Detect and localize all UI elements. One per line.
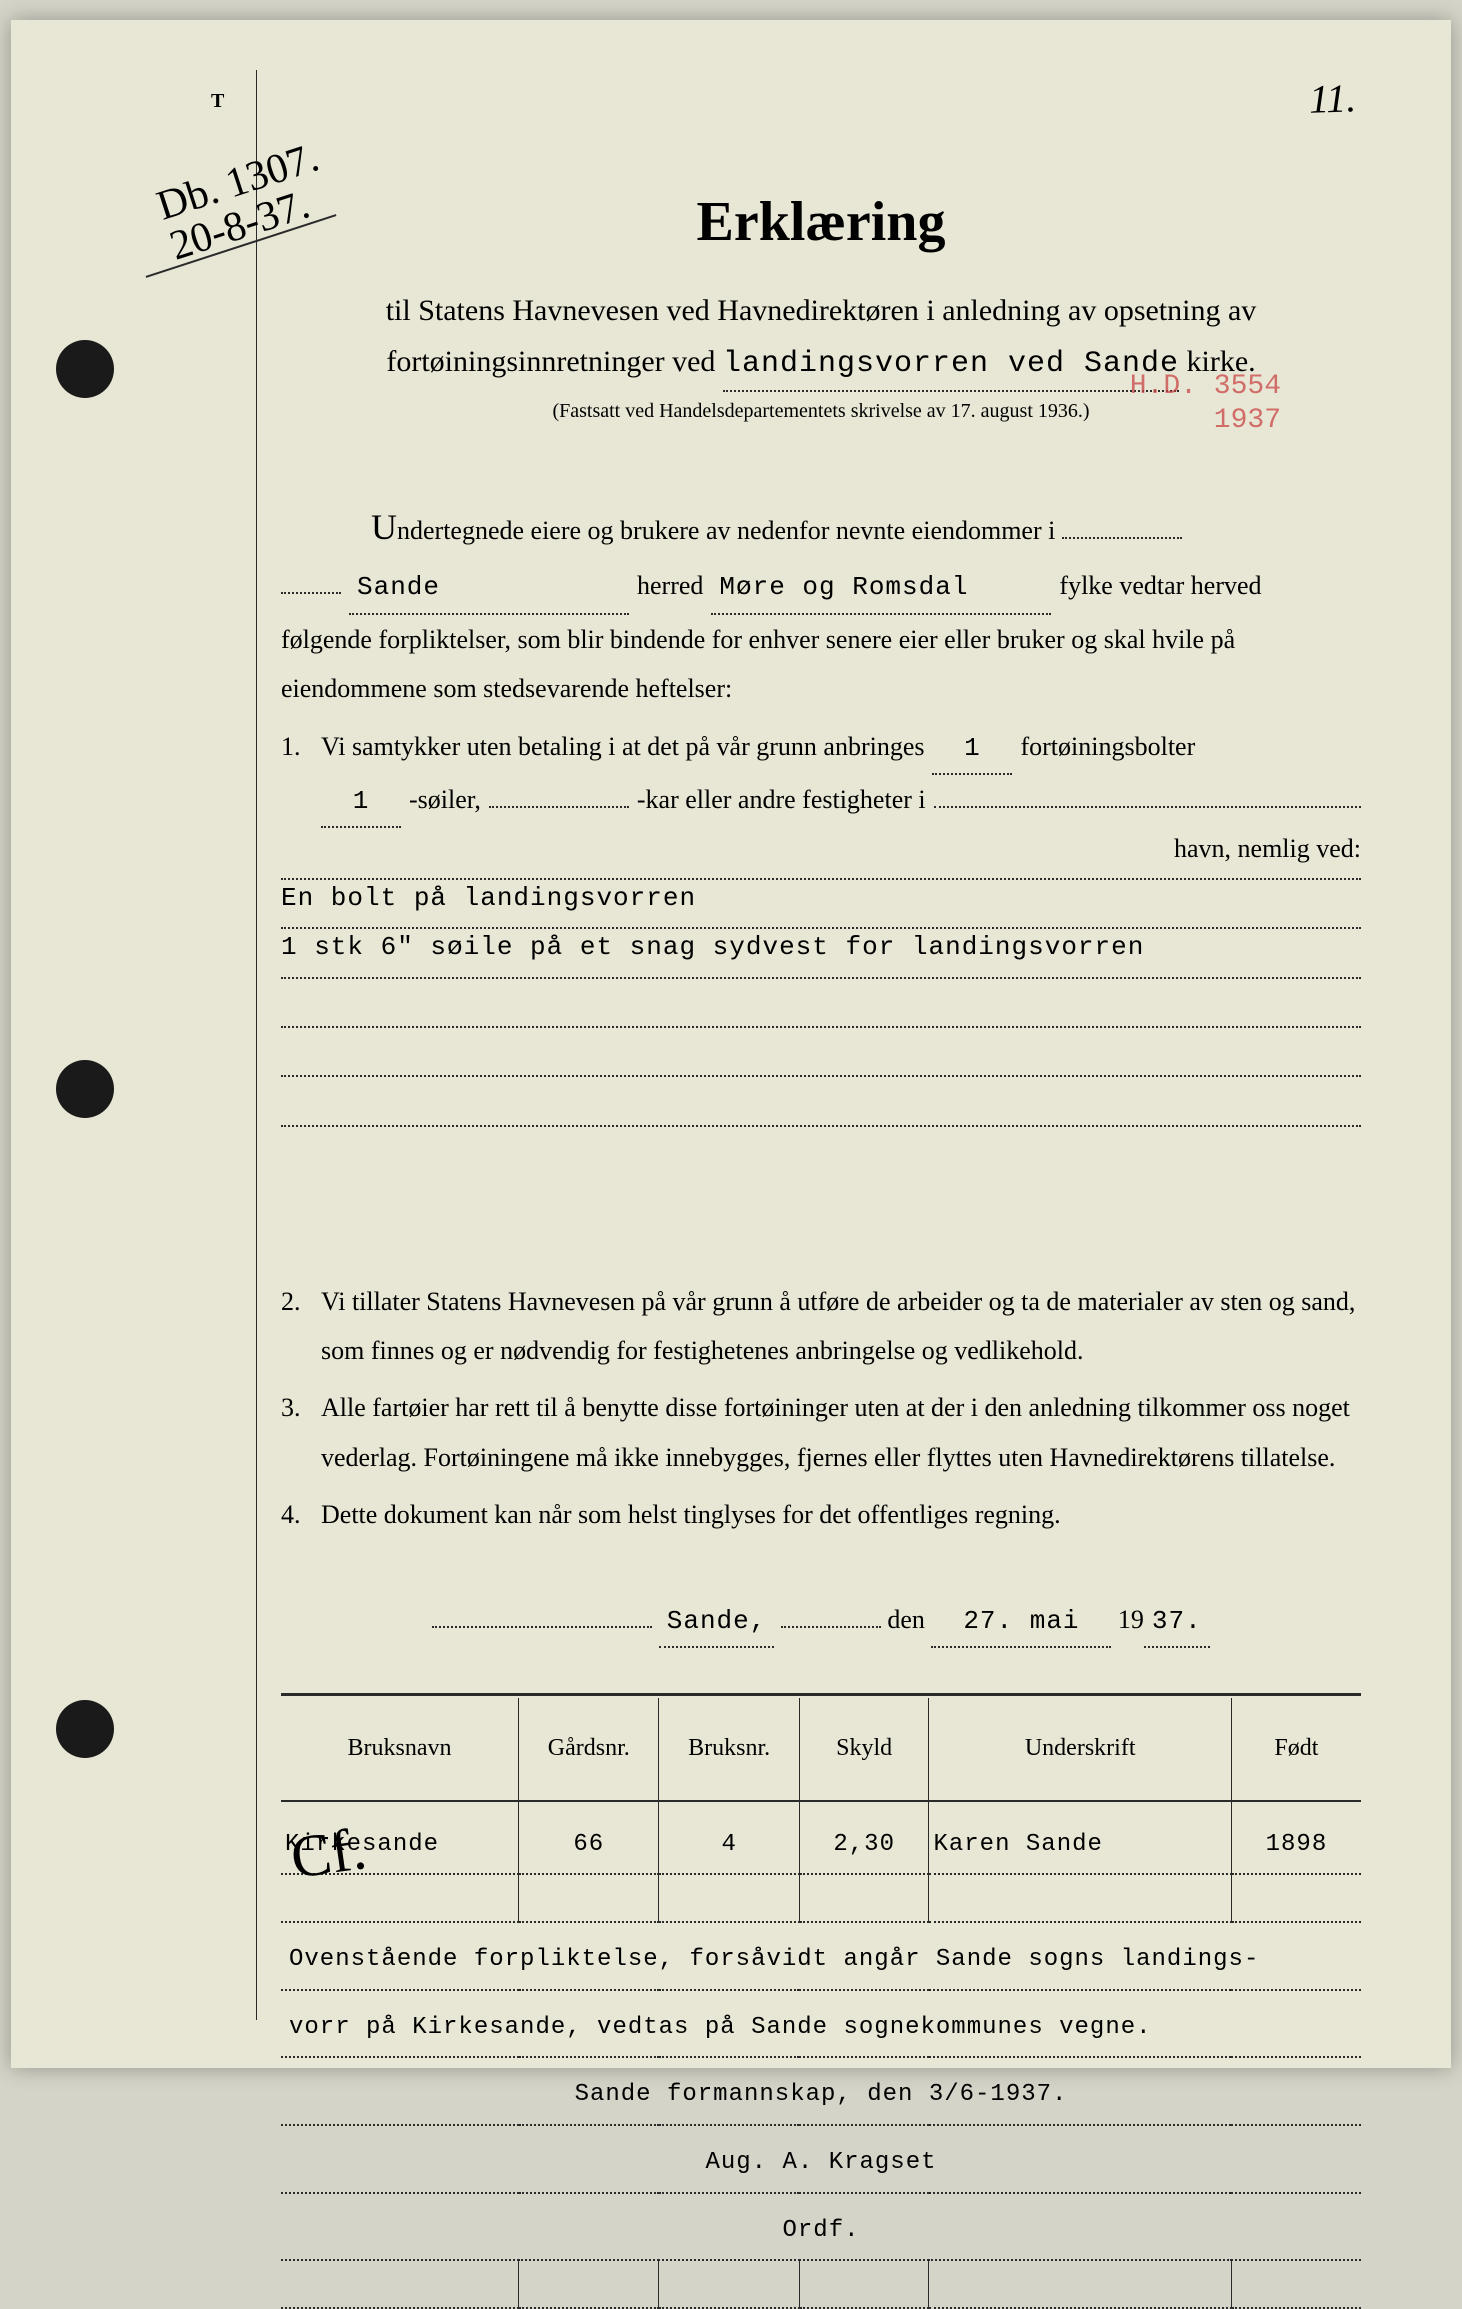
havn-label: havn, nemlig ved: (1174, 824, 1361, 873)
resolution-row: Ovenstående forpliktelse, forsåvidt angå… (281, 1922, 1361, 1990)
td-underskrift: Karen Sande (929, 1801, 1231, 1875)
resolution-line3: Sande formannskap, den 3/6-1937. (281, 2057, 1361, 2125)
table-header-row: Bruksnavn Gårdsnr. Bruksnr. Skyld Unders… (281, 1698, 1361, 1801)
signature-initial: Cf. (287, 1814, 371, 1893)
page-number: 11. (1308, 74, 1357, 123)
signature-table: Bruksnavn Gårdsnr. Bruksnr. Skyld Unders… (281, 1693, 1361, 2309)
blank-line (281, 979, 1361, 1028)
stamp-year: 1937 (1130, 404, 1281, 438)
item2-text: Vi tillater Statens Havnevesen på vår gr… (321, 1277, 1361, 1376)
item3-text: Alle fartøier har rett til å benytte dis… (321, 1383, 1361, 1482)
resolution-line5: Ordf. (281, 2193, 1361, 2261)
item-1: 1. Vi samtykker uten betaling i at det p… (281, 722, 1361, 829)
detail-line-1: En bolt på landingsvorren (281, 880, 1361, 929)
resolution-row: Ordf. (281, 2193, 1361, 2261)
blank-line (281, 1028, 1361, 1077)
item1-text-c: -søiler, (409, 775, 481, 824)
items-2-4: 2. Vi tillater Statens Havnevesen på vår… (281, 1277, 1361, 1540)
item4-text: Dette dokument kan når som helst tinglys… (321, 1490, 1361, 1539)
detail-line-2: 1 stk 6" søile på et snag sydvest for la… (281, 929, 1361, 978)
intro-text: ndertegnede eiere og brukere av nedenfor… (397, 516, 1055, 545)
th-skyld: Skyld (799, 1698, 929, 1801)
table-row-empty (281, 2260, 1361, 2308)
herred-fylke-line: Sande herred Møre og Romsdal fylke vedta… (281, 561, 1361, 614)
soiler-count: 1 (321, 777, 401, 828)
td-skyld: 2,30 (799, 1801, 929, 1875)
resolution-row: vorr på Kirkesande, vedtas på Sande sogn… (281, 1990, 1361, 2058)
subtitle-line1: til Statens Havnevesen ved Havnedirektør… (281, 284, 1361, 338)
item-number: 1. (281, 722, 321, 829)
item-2: 2. Vi tillater Statens Havnevesen på vår… (281, 1277, 1361, 1376)
intro-opening: Undertegnede eiere og brukere av nedenfo… (281, 493, 1361, 561)
detail1: En bolt på landingsvorren (281, 874, 696, 923)
detail2: 1 stk 6" søile på et snag sydvest for la… (281, 923, 1144, 972)
item-number: 4. (281, 1490, 321, 1539)
havn-line: havn, nemlig ved: (281, 830, 1361, 879)
document-title: Erklæring (281, 190, 1361, 254)
stamp-number: H.D. 3554 (1130, 370, 1281, 404)
table-row: Kirkesande 66 4 2,30 Karen Sande 1898 (281, 1801, 1361, 1875)
place: Sande, (659, 1597, 775, 1648)
margin-rule (256, 70, 257, 2020)
blank-line (281, 1077, 1361, 1126)
fylke-label: fylke vedtar herved (1059, 561, 1261, 610)
location-fill: landingsvorren ved Sande (723, 340, 1179, 392)
td-bruksnr: 4 (659, 1801, 799, 1875)
th-gardsnr: Gårdsnr. (519, 1698, 659, 1801)
document-content: Erklæring til Statens Havnevesen ved Hav… (281, 190, 1361, 2309)
item-4: 4. Dette dokument kan når som helst ting… (281, 1490, 1361, 1539)
resolution-row: Sande formannskap, den 3/6-1937. (281, 2057, 1361, 2125)
item1-text-d: -kar eller andre festigheter i (637, 775, 926, 824)
th-bruksnr: Bruksnr. (659, 1698, 799, 1801)
punch-hole (56, 1700, 114, 1758)
item-3: 3. Alle fartøier har rett til å benytte … (281, 1383, 1361, 1482)
resolution-line4: Aug. A. Kragset (281, 2125, 1361, 2193)
herred-label: herred (637, 561, 703, 610)
td-gardsnr: 66 (519, 1801, 659, 1875)
intro-continuation: følgende forpliktelser, som blir bindend… (281, 615, 1361, 714)
table-row-empty (281, 1874, 1361, 1922)
subtitle-prefix: fortøiningsinnretninger ved (386, 345, 715, 378)
punch-hole (56, 1060, 114, 1118)
bolts-count: 1 (932, 724, 1012, 775)
year-suffix: 37. (1144, 1597, 1210, 1648)
registry-stamp: H.D. 3554 1937 (1130, 370, 1281, 437)
item-number: 2. (281, 1277, 321, 1376)
th-bruksnavn: Bruksnavn (281, 1698, 519, 1801)
item1-text-b: fortøiningsbolter (1020, 722, 1195, 771)
top-marker: T (211, 90, 224, 113)
year-prefix: 19 (1118, 1605, 1144, 1634)
th-fodt: Født (1231, 1698, 1361, 1801)
herred-value: Sande (349, 563, 629, 614)
resolution-line2: vorr på Kirkesande, vedtas på Sande sogn… (281, 1990, 1361, 2058)
document-page: T 11. Db. 1307. 20-8-37. H.D. 3554 1937 … (11, 20, 1451, 2068)
item1-text-a: Vi samtykker uten betaling i at det på v… (321, 722, 924, 771)
resolution-line1: Ovenstående forpliktelse, forsåvidt angå… (281, 1922, 1361, 1990)
th-underskrift: Underskrift (929, 1698, 1231, 1801)
body-text: Undertegnede eiere og brukere av nedenfo… (281, 493, 1361, 2309)
fylke-value: Møre og Romsdal (711, 563, 1051, 614)
resolution-row: Aug. A. Kragset (281, 2125, 1361, 2193)
date-line: Sande, den 27. mai 1937. (281, 1595, 1361, 1648)
date-value: 27. mai (931, 1597, 1111, 1648)
punch-hole (56, 340, 114, 398)
td-fodt: 1898 (1231, 1801, 1361, 1875)
den-label: den (887, 1605, 925, 1634)
item-number: 3. (281, 1383, 321, 1482)
